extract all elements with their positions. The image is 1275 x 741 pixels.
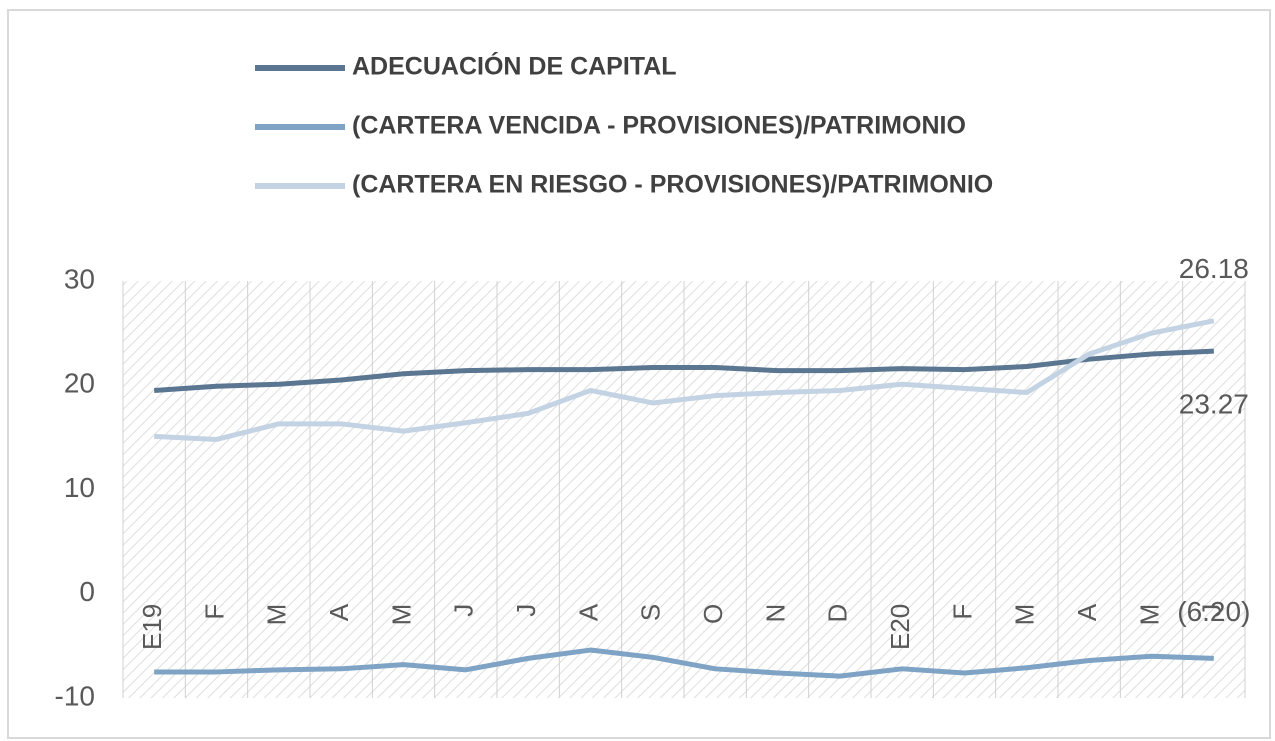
- y-tick-label: 30: [64, 263, 95, 294]
- x-tick-label: F: [199, 604, 229, 620]
- x-tick-label: J: [1197, 604, 1227, 617]
- series-line: [154, 647, 1214, 679]
- x-tick-label: A: [1072, 603, 1102, 621]
- legend-label: (CARTERA VENCIDA - PROVISIONES)/PATRIMON…: [352, 112, 966, 140]
- x-tick-label: J: [511, 604, 541, 617]
- series-line: [154, 318, 1215, 442]
- x-tick-label: S: [636, 604, 666, 621]
- legend-label: (CARTERA EN RIESGO - PROVISIONES)/PATRIM…: [352, 171, 993, 199]
- data-label: (6.20): [1177, 596, 1250, 627]
- x-tick-label: A: [324, 603, 354, 621]
- y-tick-label: 0: [79, 576, 95, 607]
- x-tick-label: F: [947, 604, 977, 620]
- x-tick-label: E20: [885, 604, 915, 650]
- x-tick-label: J: [449, 604, 479, 617]
- x-tick-label: M: [1134, 604, 1164, 626]
- x-tick-label: M: [386, 604, 416, 626]
- legend-label: ADECUACIÓN DE CAPITAL: [352, 51, 677, 81]
- y-tick-label: 10: [64, 472, 95, 503]
- series-line: [154, 348, 1214, 393]
- data-label: 23.27: [1179, 389, 1249, 420]
- y-tick-label: 20: [64, 368, 95, 399]
- x-tick-label: M: [262, 604, 292, 626]
- data-label: 26.18: [1179, 253, 1249, 284]
- x-tick-label: D: [823, 604, 853, 623]
- y-tick-label: -10: [55, 680, 95, 711]
- x-tick-label: M: [1010, 604, 1040, 626]
- x-tick-label: A: [573, 603, 603, 621]
- x-tick-label: N: [760, 604, 790, 623]
- plot-area: [122, 281, 1246, 698]
- x-tick-label: O: [698, 604, 728, 624]
- x-tick-label: E19: [137, 604, 167, 650]
